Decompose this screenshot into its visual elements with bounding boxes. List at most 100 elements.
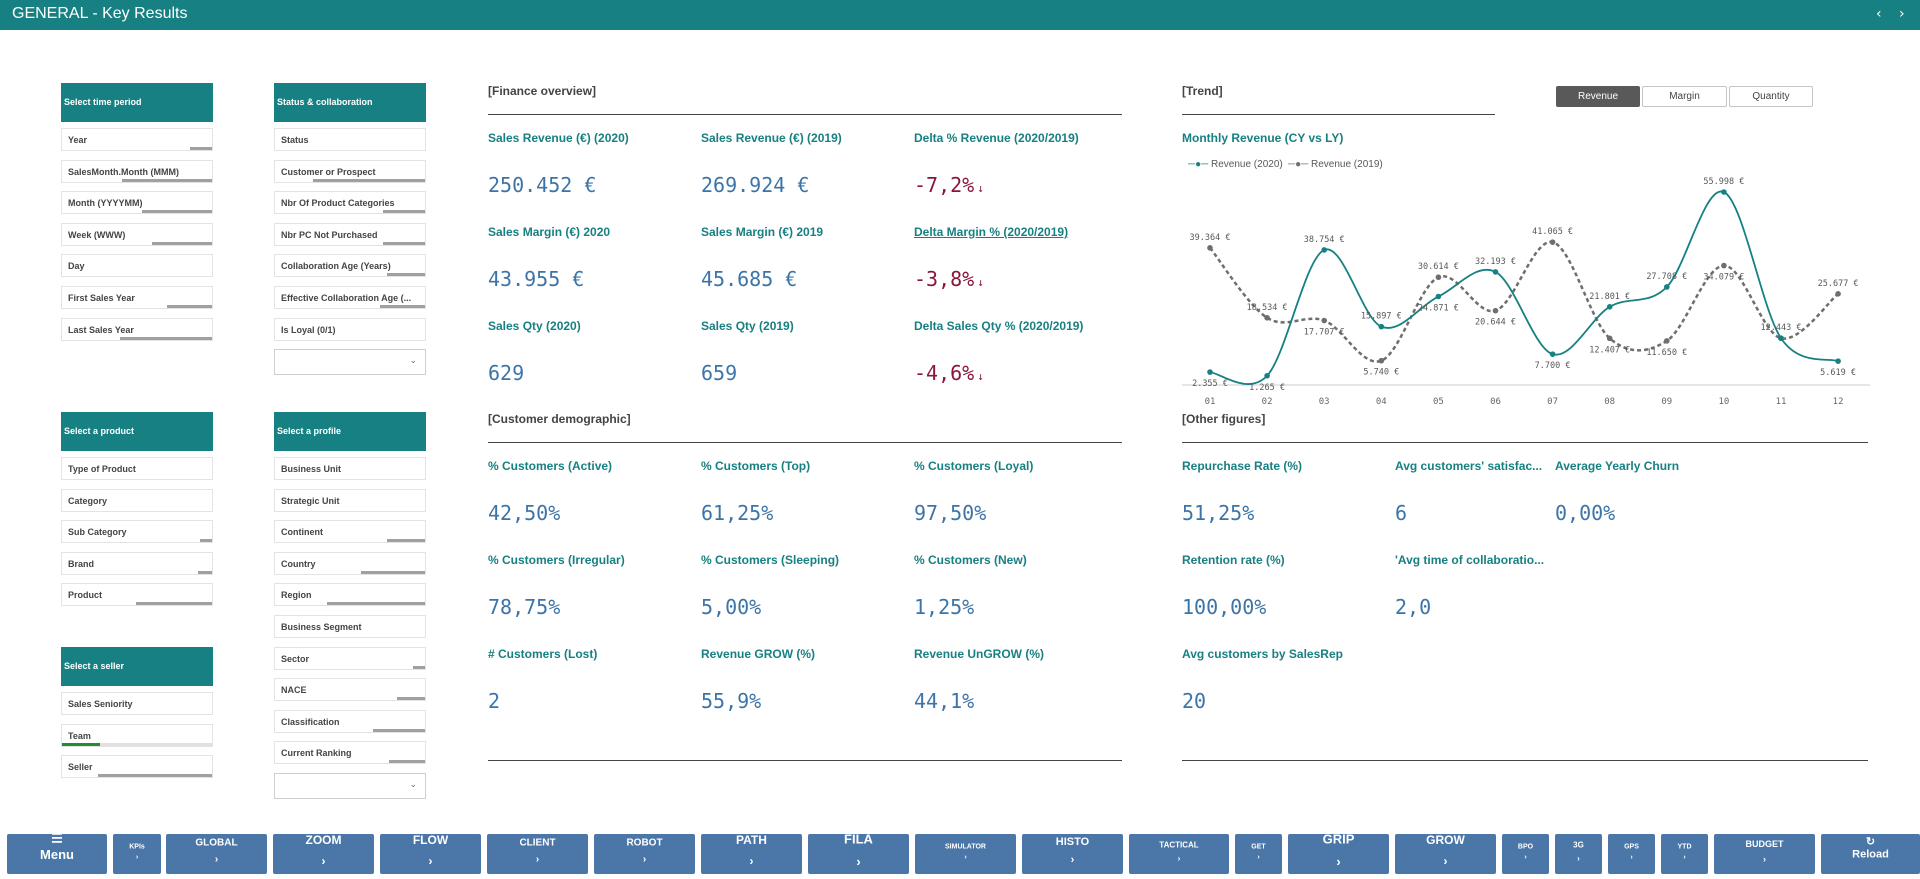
filter-business-unit[interactable]: Business Unit	[274, 457, 426, 480]
filter-type-of-product[interactable]: Type of Product	[61, 457, 213, 480]
filter-sales-seniority[interactable]: Sales Seniority	[61, 692, 213, 715]
menu-button[interactable]: ☰ Menu	[7, 831, 107, 874]
data-label: 17.707 €	[1304, 328, 1345, 338]
data-point[interactable]	[1721, 189, 1727, 195]
data-point[interactable]	[1492, 269, 1499, 275]
data-point[interactable]	[1207, 369, 1213, 375]
filter-status[interactable]: Status	[274, 128, 426, 151]
kpi-label: Repurchase Rate (%)	[1182, 459, 1303, 473]
filter-is-loyal[interactable]: Is Loyal (0/1)	[274, 317, 426, 341]
data-point[interactable]	[1435, 293, 1442, 300]
filter-sales-month[interactable]: SalesMonth.Month (MMM)	[61, 159, 213, 183]
filter-sector[interactable]: Sector	[274, 646, 426, 670]
data-point[interactable]	[1435, 274, 1442, 281]
filter-category[interactable]: Category	[61, 488, 213, 512]
filter-last-sales-year[interactable]: Last Sales Year	[61, 317, 213, 341]
data-point[interactable]	[1664, 338, 1670, 344]
nav-gps-button[interactable]: GPS ›	[1608, 834, 1655, 874]
data-point[interactable]	[1549, 351, 1556, 357]
filter-team[interactable]: Team	[61, 723, 213, 747]
filter-sub-category[interactable]: Sub Category	[61, 520, 213, 544]
filter-seller[interactable]: Seller	[61, 755, 213, 779]
profile-panel: Select a profile Business Unit Strategic…	[274, 412, 426, 799]
filter-effective-collaboration-age[interactable]: Effective Collaboration Age (...	[274, 285, 426, 309]
nav-global-button[interactable]: GLOBAL ›	[166, 834, 267, 874]
quantity-toggle-button[interactable]: Quantity	[1729, 86, 1813, 107]
data-point[interactable]	[1549, 239, 1556, 245]
data-label: 5.740 €	[1363, 368, 1399, 378]
nav-bpo-button[interactable]: BPO ›	[1502, 834, 1549, 874]
legend-item-2020[interactable]: ─●─ Revenue (2020)	[1188, 159, 1283, 170]
nav-get-button[interactable]: GET ›	[1235, 834, 1282, 874]
x-tick-label: 02	[1262, 397, 1273, 407]
filter-strategic-unit[interactable]: Strategic Unit	[274, 488, 426, 512]
data-point[interactable]	[1378, 357, 1385, 364]
data-point[interactable]	[1835, 290, 1841, 297]
data-point[interactable]	[1778, 335, 1784, 342]
filter-week[interactable]: Week (WWW)	[61, 222, 213, 246]
data-point[interactable]	[1378, 323, 1385, 330]
customer-bottom-divider	[488, 760, 1122, 761]
nav-path-button[interactable]: PATH ›	[701, 833, 802, 874]
profile-header: Select a profile	[274, 412, 426, 451]
nav-histo-button[interactable]: HISTO ›	[1022, 834, 1123, 874]
nav-zoom-button[interactable]: ZOOM ›	[273, 833, 374, 874]
filter-customer-or-prospect[interactable]: Customer or Prospect	[274, 159, 426, 183]
filter-brand[interactable]: Brand	[61, 551, 213, 575]
filter-classification[interactable]: Classification	[274, 709, 426, 733]
profile-dropdown[interactable]: ⌄	[274, 772, 426, 799]
nav-robot-button[interactable]: ROBOT ›	[594, 834, 695, 874]
data-point[interactable]	[1606, 335, 1613, 342]
legend-item-2019[interactable]: ─●─ Revenue (2019)	[1288, 159, 1383, 170]
reload-button[interactable]: ↻ Reload	[1821, 834, 1920, 874]
nav-kpis-button[interactable]: KPIs ›	[113, 834, 161, 874]
data-point[interactable]	[1264, 372, 1270, 379]
status-dropdown[interactable]: ⌄	[274, 349, 426, 376]
revenue-toggle-button[interactable]: Revenue	[1556, 86, 1640, 107]
kpi-label: Sales Margin (€) 2020	[488, 225, 611, 239]
filter-first-sales-year[interactable]: First Sales Year	[61, 285, 213, 309]
nav-fila-button[interactable]: FILA ›	[808, 832, 909, 874]
nav-budget-button[interactable]: BUDGET ›	[1714, 834, 1815, 874]
delta-margin-link[interactable]: Delta Margin % (2020/2019)	[914, 225, 1069, 239]
data-point[interactable]	[1492, 307, 1499, 314]
nav-3g-button[interactable]: 3G ›	[1555, 834, 1602, 874]
data-point[interactable]	[1264, 314, 1270, 321]
filter-region[interactable]: Region	[274, 583, 426, 607]
nav-grip-button[interactable]: GRIP ›	[1288, 832, 1389, 874]
data-point[interactable]	[1664, 284, 1670, 290]
filter-nbr-product-categories[interactable]: Nbr Of Product Categories	[274, 191, 426, 215]
data-label: 34.079 €	[1703, 273, 1744, 283]
filter-day[interactable]: Day	[61, 254, 213, 278]
data-point[interactable]	[1721, 262, 1727, 269]
filter-product[interactable]: Product	[61, 583, 213, 607]
nav-grow-button[interactable]: GROW ›	[1395, 833, 1496, 874]
kpi-value: 42,50%	[488, 501, 561, 525]
filter-year[interactable]: Year	[61, 128, 213, 151]
nav-simulator-button[interactable]: SIMULATOR ›	[915, 834, 1016, 874]
data-point[interactable]	[1606, 304, 1613, 310]
data-point[interactable]	[1321, 317, 1327, 324]
x-tick-label: 12	[1833, 397, 1844, 407]
filter-nbr-pc-not-purchased[interactable]: Nbr PC Not Purchased	[274, 222, 426, 246]
filter-country[interactable]: Country	[274, 551, 426, 575]
nav-tactical-button[interactable]: TACTICAL ›	[1129, 834, 1229, 874]
next-sheet-icon[interactable]: ›	[1899, 6, 1905, 22]
kpi-value: 20	[1182, 689, 1207, 713]
filter-nace[interactable]: NACE	[274, 678, 426, 702]
nav-client-button[interactable]: CLIENT ›	[487, 834, 588, 874]
data-point[interactable]	[1321, 247, 1327, 253]
kpi-label: Sales Revenue (€) (2019)	[701, 131, 842, 145]
nav-ytd-button[interactable]: YTD ›	[1661, 834, 1708, 874]
nav-flow-button[interactable]: FLOW ›	[380, 833, 481, 874]
kpi-value: 2	[488, 689, 501, 713]
filter-month[interactable]: Month (YYYYMM)	[61, 191, 213, 215]
margin-toggle-button[interactable]: Margin	[1642, 86, 1727, 107]
filter-continent[interactable]: Continent	[274, 520, 426, 544]
filter-collaboration-age[interactable]: Collaboration Age (Years)	[274, 254, 426, 278]
filter-current-ranking[interactable]: Current Ranking	[274, 741, 426, 765]
prev-sheet-icon[interactable]: ‹	[1876, 6, 1882, 22]
data-point[interactable]	[1835, 358, 1841, 364]
data-point[interactable]	[1207, 245, 1213, 251]
filter-business-segment[interactable]: Business Segment	[274, 614, 426, 638]
